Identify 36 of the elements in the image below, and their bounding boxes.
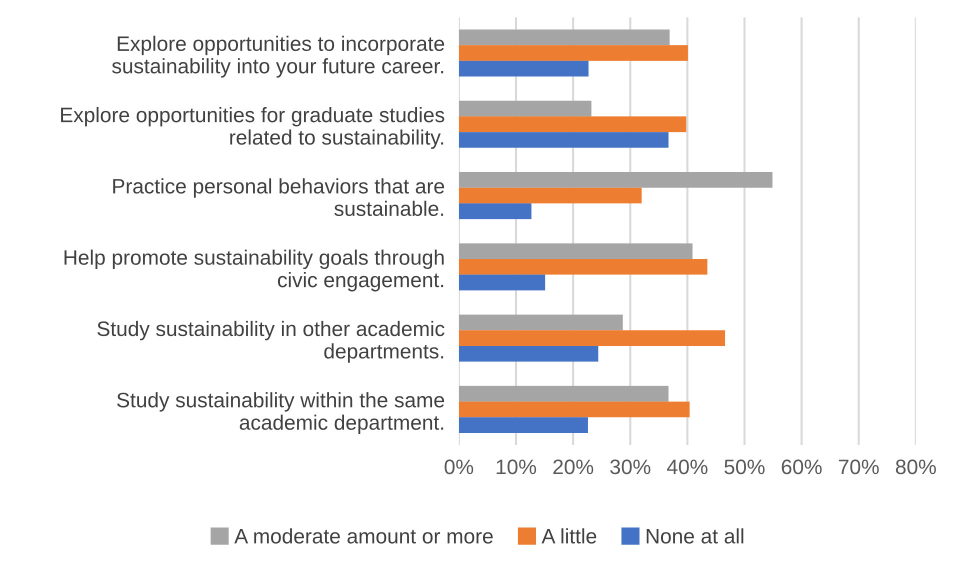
legend-label: A moderate amount or more: [234, 528, 493, 544]
bar: [458, 346, 598, 362]
bar: [458, 100, 592, 116]
x-tick-label: 50%: [724, 460, 765, 474]
bar: [458, 330, 726, 346]
bar: [458, 203, 532, 220]
y-tick-label: Study sustainability in other academic departments.: [97, 320, 444, 363]
bar: [458, 243, 693, 259]
bar: [458, 274, 546, 290]
y-tick-label: Study sustainability within the same academic department.: [117, 392, 444, 434]
bar: [458, 259, 708, 275]
y-tick-label: Explore opportunities to incorporate sustainability into your future career.: [112, 36, 444, 78]
legend-label: None at all: [646, 528, 744, 544]
bar: [458, 60, 589, 77]
bar: [458, 116, 686, 132]
bar: [458, 188, 642, 204]
bar: [458, 29, 670, 46]
x-tick-label: 0%: [444, 460, 474, 474]
y-tick-label: Explore opportunities for graduate studies related to sustainability.: [61, 107, 444, 149]
x-tick-label: 60%: [782, 460, 822, 474]
x-tick-label: 10%: [496, 460, 536, 474]
bar: [458, 417, 588, 433]
x-tick-label: 70%: [838, 460, 879, 474]
x-tick-label: 80%: [896, 460, 936, 474]
bar: [458, 314, 623, 330]
y-tick-label: Help promote sustainability goals through civic engagement.: [64, 250, 444, 292]
legend-label: A little: [542, 528, 596, 544]
bar: [458, 386, 669, 402]
bar: [458, 172, 772, 188]
x-tick-label: 20%: [553, 460, 594, 474]
x-tick-label: 30%: [610, 460, 650, 474]
x-tick-label: 40%: [666, 460, 708, 474]
y-tick-label: Practice personal behaviors that are sustainable.: [113, 178, 444, 216]
bar: [458, 45, 688, 61]
bar: [458, 402, 690, 418]
bar: [458, 132, 669, 148]
